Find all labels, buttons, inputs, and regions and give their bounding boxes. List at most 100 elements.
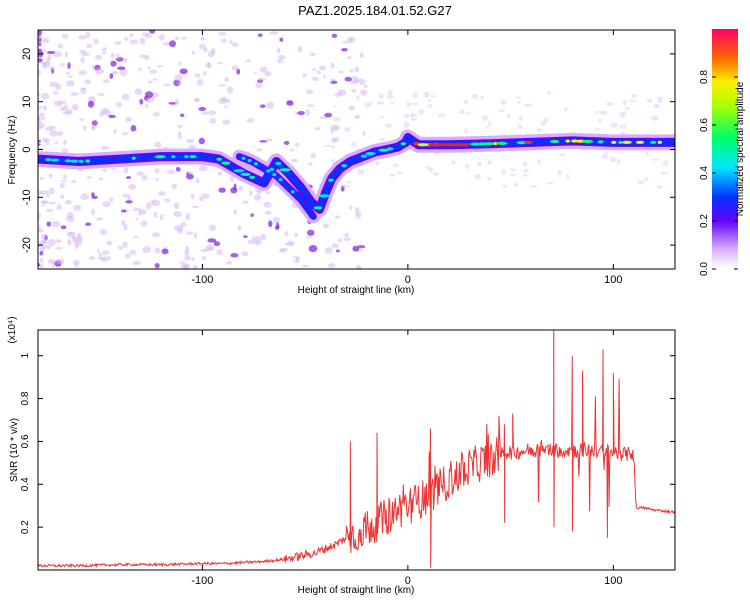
noise-speck xyxy=(54,140,59,145)
noise-speck xyxy=(116,52,120,60)
noise-speck xyxy=(200,193,210,199)
noise-speck xyxy=(465,163,470,170)
noise-speck xyxy=(174,98,180,106)
noise-speck xyxy=(310,152,316,159)
noise-speck xyxy=(193,98,201,103)
noise-speck xyxy=(250,213,254,217)
noise-speck xyxy=(471,93,479,99)
noise-speck xyxy=(132,207,142,212)
noise-speck xyxy=(268,220,273,228)
noise-speck xyxy=(195,178,200,184)
noise-speck xyxy=(286,101,294,106)
noise-speck xyxy=(180,113,185,118)
noise-speck xyxy=(594,128,600,131)
noise-speck xyxy=(79,49,87,54)
noise-speck xyxy=(348,105,356,111)
noise-speck xyxy=(253,194,262,201)
noise-speck xyxy=(253,71,257,74)
noise-speck xyxy=(163,83,171,87)
noise-speck xyxy=(557,170,563,176)
hotspot xyxy=(635,140,645,144)
noise-speck xyxy=(213,241,221,247)
noise-speck xyxy=(62,174,67,180)
noise-speck xyxy=(91,65,96,71)
noise-speck xyxy=(518,124,523,129)
noise-speck xyxy=(657,98,663,104)
noise-speck xyxy=(42,48,46,55)
noise-speck xyxy=(64,51,68,58)
noise-speck xyxy=(254,235,262,243)
noise-speck xyxy=(360,89,368,96)
noise-speck xyxy=(117,245,124,250)
colorbar-tick-label: 0.0 xyxy=(699,262,710,276)
noise-speck xyxy=(344,232,349,238)
noise-speck xyxy=(319,116,327,120)
noise-speck xyxy=(48,125,57,130)
noise-speck xyxy=(354,207,360,214)
hotspot xyxy=(154,155,166,159)
noise-speck xyxy=(46,193,50,198)
x-tick-label: -100 xyxy=(191,575,213,587)
noise-speck xyxy=(500,99,507,105)
ridge-halo xyxy=(38,129,675,218)
noise-speck xyxy=(184,255,191,261)
noise-speck xyxy=(42,61,51,67)
noise-speck xyxy=(178,133,182,140)
y-tick-label: 0.6 xyxy=(20,434,31,448)
noise-speck xyxy=(186,173,194,180)
noise-speck xyxy=(104,107,108,111)
noise-speck xyxy=(330,125,339,131)
noise-speck xyxy=(378,93,384,99)
noise-speck xyxy=(351,88,357,93)
noise-speck xyxy=(251,235,255,242)
noise-speck xyxy=(66,212,74,220)
noise-speck xyxy=(283,140,290,146)
noise-speck xyxy=(334,215,341,219)
noise-speck xyxy=(295,142,300,147)
noise-speck xyxy=(42,37,50,44)
y-tick-label: 0.2 xyxy=(20,520,31,534)
noise-speck xyxy=(137,67,142,72)
noise-speck xyxy=(230,175,235,182)
noise-speck xyxy=(265,191,272,195)
noise-speck xyxy=(256,148,263,152)
noise-speck xyxy=(60,63,65,67)
x-tick-label: 0 xyxy=(405,274,411,286)
noise-speck xyxy=(86,176,92,179)
noise-speck xyxy=(255,81,263,89)
noise-speck xyxy=(102,168,108,173)
noise-speck xyxy=(350,142,357,147)
noise-speck xyxy=(263,201,272,208)
noise-speck xyxy=(135,217,139,220)
noise-speck xyxy=(39,176,45,180)
noise-speck xyxy=(200,248,209,253)
noise-speck xyxy=(410,102,419,106)
noise-speck xyxy=(522,173,528,177)
noise-speck xyxy=(157,191,166,196)
hotspot xyxy=(184,155,189,159)
spur-core xyxy=(237,154,316,219)
noise-speck xyxy=(208,50,215,58)
noise-speck xyxy=(331,33,338,38)
noise-speck xyxy=(314,127,321,131)
noise-speck xyxy=(498,109,506,113)
noise-speck xyxy=(249,190,253,196)
signal-ridge xyxy=(38,129,675,224)
hotspot xyxy=(240,172,251,176)
noise-speck xyxy=(356,114,360,119)
noise-speck xyxy=(278,248,286,254)
x-tick-label: 100 xyxy=(604,575,622,587)
noise-speck xyxy=(459,109,465,114)
noise-speck xyxy=(90,208,95,216)
noise-speck xyxy=(259,104,266,108)
noise-speck xyxy=(356,95,360,101)
noise-speck xyxy=(124,36,129,41)
noise-speck xyxy=(45,209,54,212)
noise-speck xyxy=(302,264,310,268)
noise-speck xyxy=(463,99,469,105)
noise-speck xyxy=(487,176,491,182)
noise-speck xyxy=(450,160,457,165)
noise-speck xyxy=(345,181,353,184)
noise-speck xyxy=(65,200,72,205)
noise-speck xyxy=(111,167,117,171)
